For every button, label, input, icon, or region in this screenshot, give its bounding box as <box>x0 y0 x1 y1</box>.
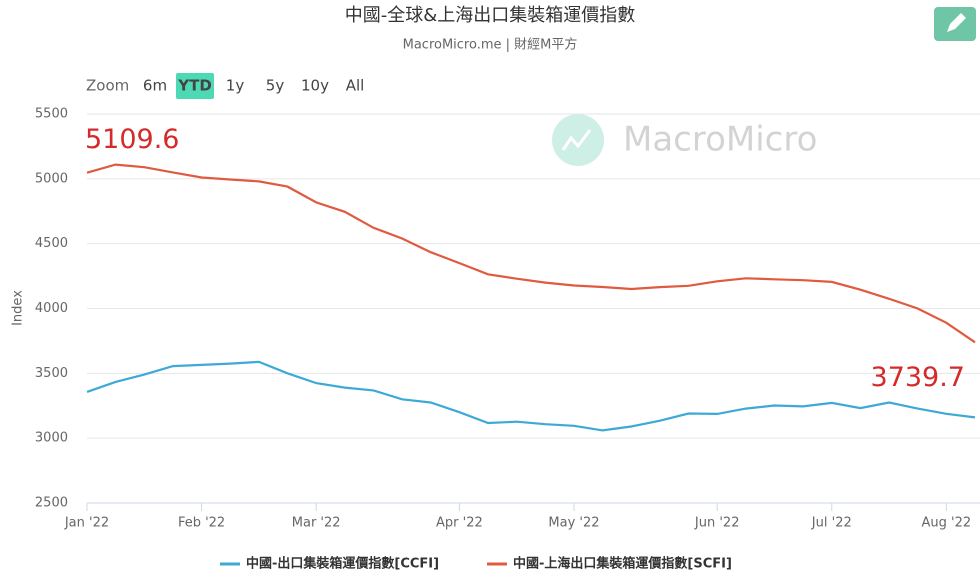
x-tick-label: Jan '22 <box>64 516 109 531</box>
chart-title: 中國-全球&上海出口集裝箱運價指數 <box>345 5 636 26</box>
range-button[interactable]: 1y <box>226 77 245 95</box>
watermark-text: MacroMicro <box>623 120 817 160</box>
range-button-bg[interactable] <box>176 73 214 99</box>
chart-subtitle: MacroMicro.me | 財經M平方 <box>403 37 578 53</box>
y-tick-label: 3000 <box>35 431 68 446</box>
series-line <box>86 163 976 344</box>
zoom-label: Zoom <box>86 77 129 95</box>
series-line <box>86 360 976 432</box>
range-button[interactable]: YTD <box>177 77 212 95</box>
range-button[interactable]: 6m <box>143 77 167 95</box>
range-button[interactable]: All <box>346 77 365 95</box>
y-tick-label: 5500 <box>35 107 68 122</box>
x-tick-label: May '22 <box>548 516 599 531</box>
x-tick-label: Jul '22 <box>811 516 852 531</box>
range-button[interactable]: 10y <box>301 77 329 95</box>
legend-label[interactable]: 中國-上海出口集裝箱運價指數[SCFI] <box>513 556 732 572</box>
range-button[interactable]: 5y <box>266 77 285 95</box>
x-tick-label: Feb '22 <box>178 516 225 531</box>
watermark: MacroMicro <box>552 114 817 166</box>
x-tick-label: Jun '22 <box>694 516 740 531</box>
pencil-icon <box>947 13 966 32</box>
y-tick-label: 2500 <box>35 496 68 511</box>
y-tick-label: 4500 <box>35 236 68 251</box>
edit-button[interactable] <box>934 7 976 41</box>
y-tick-label: 4000 <box>35 301 68 316</box>
legend-label[interactable]: 中國-出口集裝箱運價指數[CCFI] <box>246 556 439 572</box>
value-annotation: 3739.7 <box>871 362 965 393</box>
watermark-icon <box>561 129 592 151</box>
watermark-logo <box>552 114 604 166</box>
x-tick-label: Mar '22 <box>292 516 341 531</box>
y-tick-label: 5000 <box>35 171 68 186</box>
y-axis-label: Index <box>11 290 26 326</box>
value-annotation: 5109.6 <box>85 124 179 155</box>
x-tick-label: Apr '22 <box>436 516 483 531</box>
x-tick-label: Aug '22 <box>922 516 972 531</box>
y-tick-label: 3500 <box>35 366 68 381</box>
